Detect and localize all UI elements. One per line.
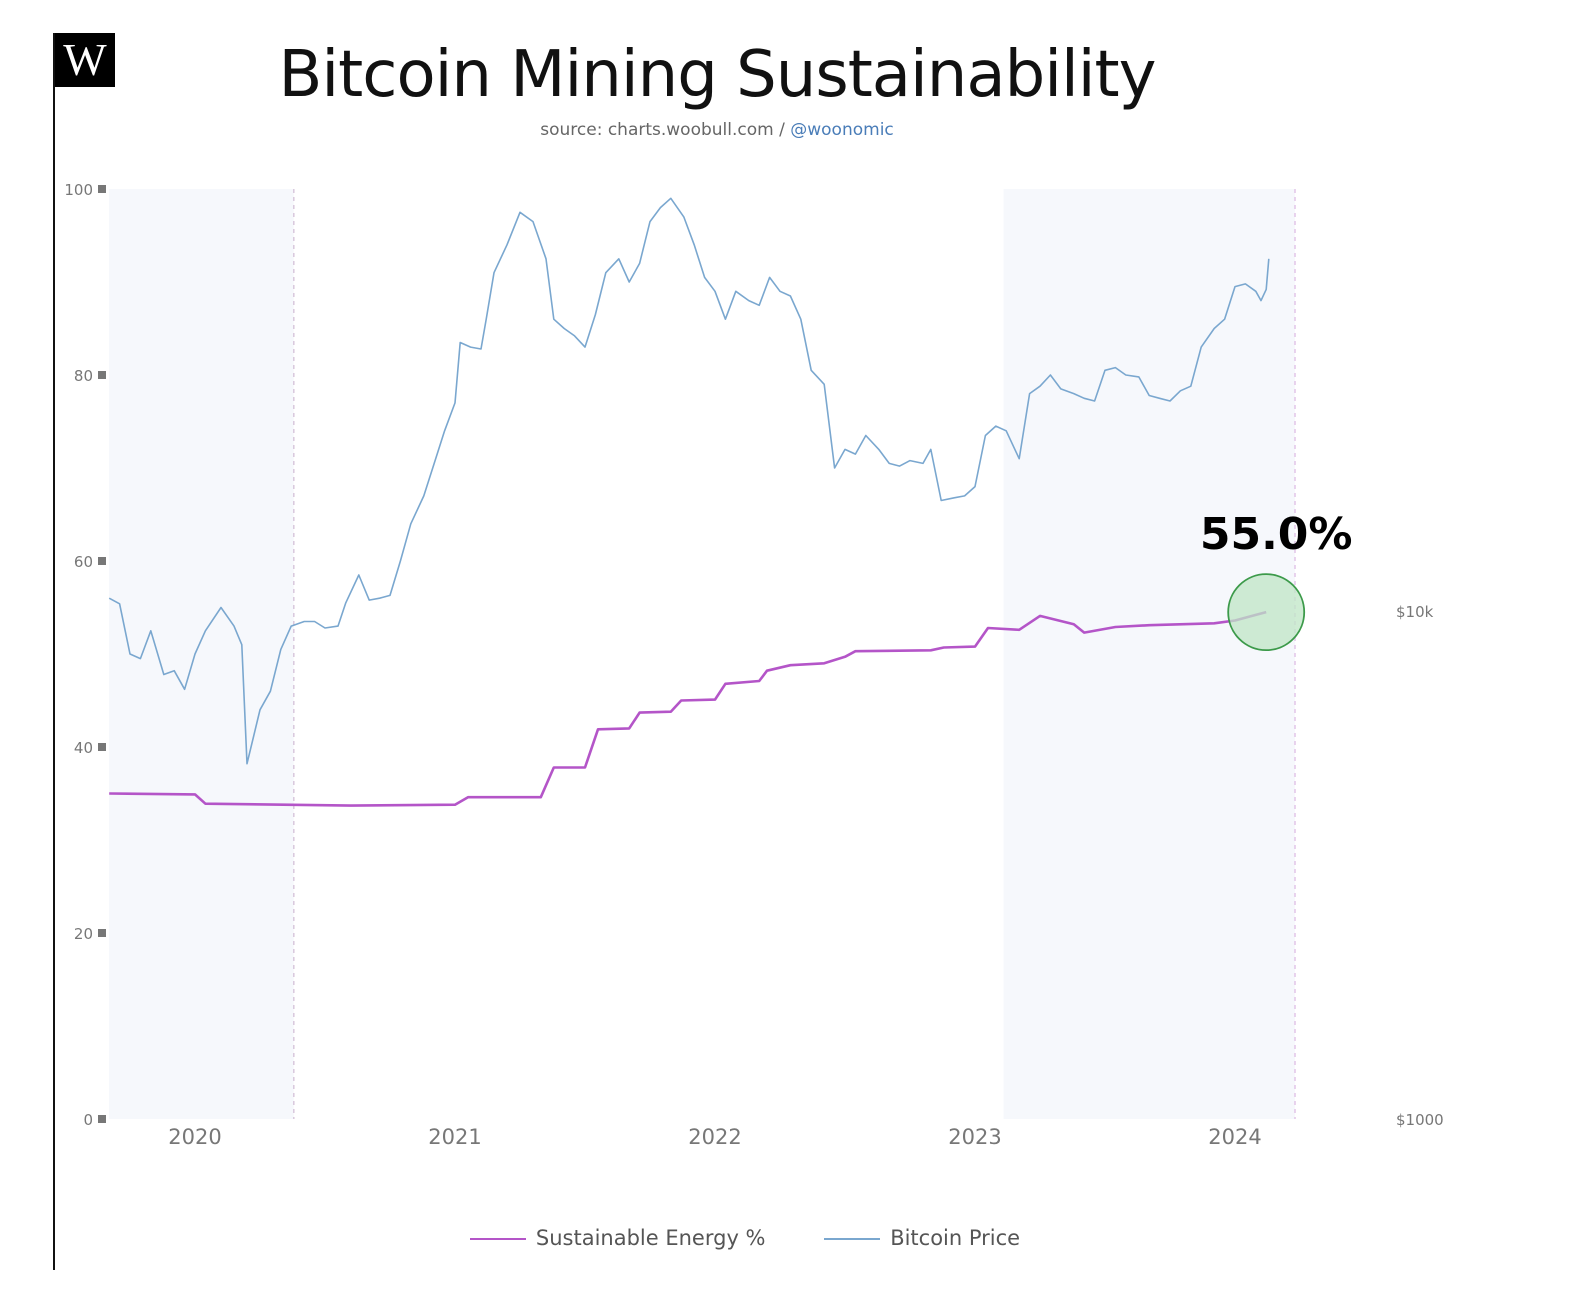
y-left-tick-mark bbox=[98, 743, 106, 751]
legend-label-price: Bitcoin Price bbox=[890, 1226, 1021, 1250]
y-left-tick-mark bbox=[98, 185, 106, 193]
x-tick-label: 2021 bbox=[428, 1125, 481, 1149]
y-left-tick-label: 0 bbox=[83, 1111, 93, 1129]
y-left-tick-label: 60 bbox=[74, 553, 93, 571]
x-tick-label: 2020 bbox=[168, 1125, 221, 1149]
x-axis: 2020 2021 2022 2023 2024 bbox=[168, 1125, 1261, 1149]
y-right-tick-label: $1000 bbox=[1396, 1111, 1444, 1129]
annotation-value-label: 55.0% bbox=[1200, 509, 1353, 560]
y-left-tick-label: 100 bbox=[64, 181, 93, 199]
legend-swatch-price bbox=[824, 1238, 881, 1240]
y-left-tick-label: 40 bbox=[74, 739, 93, 757]
legend-label-sustainable: Sustainable Energy % bbox=[535, 1226, 766, 1250]
y-axis-right: $10k $1000 bbox=[1396, 603, 1444, 1129]
y-left-tick-mark bbox=[98, 1115, 106, 1123]
y-left-tick-mark bbox=[98, 557, 106, 565]
chart-title: Bitcoin Mining Sustainability bbox=[278, 38, 1156, 112]
left-border-rule bbox=[53, 33, 55, 1270]
shade-band-left bbox=[109, 189, 294, 1119]
y-right-tick-label: $10k bbox=[1396, 603, 1434, 621]
series-line-sustainable-energy bbox=[109, 610, 1267, 807]
background-shading bbox=[109, 189, 1295, 1119]
logo-letter: W bbox=[63, 34, 107, 85]
y-left-tick-label: 20 bbox=[74, 925, 93, 943]
legend-swatch-sustainable bbox=[469, 1238, 526, 1240]
y-left-tick-label: 80 bbox=[74, 367, 93, 385]
x-tick-label: 2023 bbox=[948, 1125, 1001, 1149]
x-tick-label: 2022 bbox=[688, 1125, 741, 1149]
subtitle-source: source: charts.woobull.com / bbox=[540, 120, 791, 140]
subtitle-handle-link[interactable]: @woonomic bbox=[790, 120, 894, 140]
shade-band-right bbox=[1003, 189, 1295, 1119]
y-left-tick-mark bbox=[98, 929, 106, 937]
woobull-logo: W bbox=[55, 33, 115, 87]
y-axis-left: 0 20 40 60 80 100 bbox=[64, 181, 106, 1129]
vertical-reference-lines bbox=[293, 189, 1296, 1119]
chart-subtitle: source: charts.woobull.com / @woonomic bbox=[0, 120, 1434, 140]
series-line-bitcoin-price bbox=[108, 197, 1270, 765]
highlight-circle bbox=[1227, 573, 1306, 652]
legend: Sustainable Energy % Bitcoin Price bbox=[0, 1226, 1490, 1250]
legend-item-price[interactable]: Bitcoin Price bbox=[824, 1226, 1020, 1250]
x-tick-label: 2024 bbox=[1208, 1125, 1261, 1149]
y-left-tick-mark bbox=[98, 371, 106, 379]
series-lines bbox=[108, 197, 1270, 807]
legend-item-sustainable[interactable]: Sustainable Energy % bbox=[469, 1226, 766, 1250]
annotation: 55.0% bbox=[1200, 509, 1353, 652]
